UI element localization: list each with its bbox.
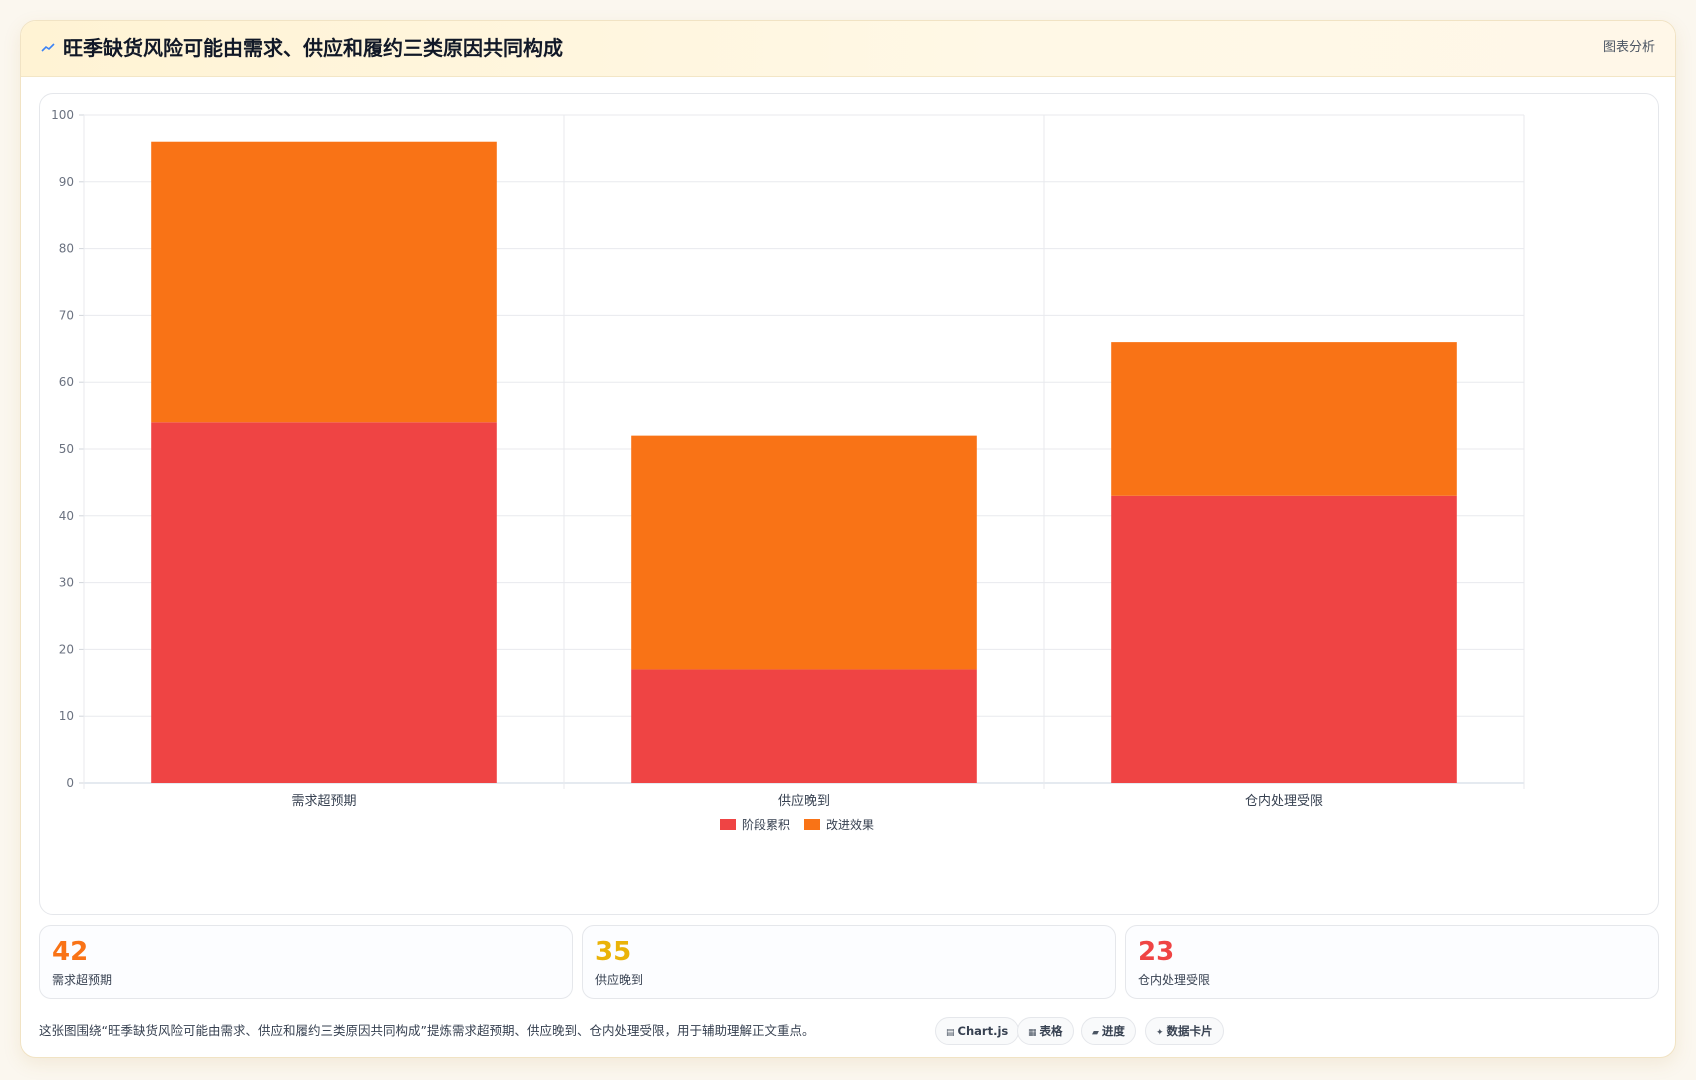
stat-value: 23 xyxy=(1138,937,1175,967)
page-title: 旺季缺货风险可能由需求、供应和履约三类原因共同构成 xyxy=(63,36,563,60)
y-tick-label: 100 xyxy=(51,108,74,122)
stat-label: 供应晚到 xyxy=(595,973,644,987)
bar-improvement-0 xyxy=(151,141,497,423)
stat-value: 42 xyxy=(52,937,89,967)
stacked-bar-chart: 0 10 20 30 40 50 60 70 80 90 100 需求超预期 供应晚到 仓内处理受限阶段累… xyxy=(51,108,1525,832)
y-tick-label: 70 xyxy=(59,308,74,322)
tag-data-card[interactable]: ✦ 数据卡片 xyxy=(1145,1017,1224,1045)
y-tick-label: 80 xyxy=(59,242,74,256)
y-tick-label: 90 xyxy=(59,175,74,189)
y-tick-label: 10 xyxy=(59,709,74,723)
line-chart-icon xyxy=(41,37,57,59)
legend-swatch xyxy=(804,819,820,830)
chart-caption: 这张图围绕“旺季缺货风险可能由需求、供应和履约三类原因共同构成”提炼需求超预期、… xyxy=(39,1023,815,1038)
stat-label: 仓内处理受限 xyxy=(1138,973,1211,987)
bar-stage-accumulation-1 xyxy=(631,669,977,783)
progress-icon: ▰ xyxy=(1092,1028,1099,1038)
x-category-label: 仓内处理受限 xyxy=(1245,793,1323,809)
tag-label: Chart.js xyxy=(957,1024,1009,1038)
x-category-label: 需求超预期 xyxy=(291,794,356,809)
y-tick-label: 0 xyxy=(66,776,74,790)
stat-card-demand: 42 需求超预期 xyxy=(39,925,573,999)
tag-table[interactable]: ▦ 表格 xyxy=(1017,1017,1074,1045)
legend-label: 阶段累积 xyxy=(742,817,790,832)
chart-icon: ▤ xyxy=(946,1028,955,1038)
sparkle-icon: ✦ xyxy=(1156,1028,1164,1038)
stat-value: 35 xyxy=(595,937,632,967)
tag-chartjs[interactable]: ▤ Chart.js xyxy=(935,1017,1020,1045)
bar-improvement-2 xyxy=(1111,342,1457,496)
stat-card-supply: 35 供应晚到 xyxy=(582,925,1116,999)
table-icon: ▦ xyxy=(1028,1028,1037,1038)
tag-label: 进度 xyxy=(1101,1024,1125,1038)
tag-progress[interactable]: ▰ 进度 xyxy=(1081,1017,1136,1045)
bar-stage-accumulation-2 xyxy=(1111,495,1457,783)
stat-label: 需求超预期 xyxy=(52,973,113,987)
x-category-label: 供应晚到 xyxy=(778,793,830,809)
bar-improvement-1 xyxy=(631,435,977,670)
tag-label: 数据卡片 xyxy=(1166,1024,1213,1038)
chart-card: 旺季缺货风险可能由需求、供应和履约三类原因共同构成 图表分析 0 10 20 30 40… xyxy=(20,20,1676,1058)
chart-analysis-link[interactable]: 图表分析 xyxy=(1602,40,1655,55)
card-header: 旺季缺货风险可能由需求、供应和履约三类原因共同构成 图表分析 xyxy=(21,21,1675,77)
bar-stage-accumulation-0 xyxy=(151,422,497,783)
legend-swatch xyxy=(720,819,736,830)
stat-cards: 42 需求超预期 35 供应晚到 23 仓内处理受限 xyxy=(39,925,1659,999)
y-tick-label: 50 xyxy=(59,442,74,456)
y-tick-label: 20 xyxy=(59,642,74,656)
y-tick-label: 30 xyxy=(59,576,74,590)
y-tick-label: 40 xyxy=(59,509,74,523)
stat-card-warehouse: 23 仓内处理受限 xyxy=(1125,925,1659,999)
chart-panel: 0 10 20 30 40 50 60 70 80 90 100 需求超预期 供应晚到 仓内处理受限阶段累… xyxy=(39,93,1659,915)
tag-label: 表格 xyxy=(1039,1024,1063,1038)
y-tick-label: 60 xyxy=(59,375,74,389)
legend-label: 改进效果 xyxy=(826,817,874,832)
